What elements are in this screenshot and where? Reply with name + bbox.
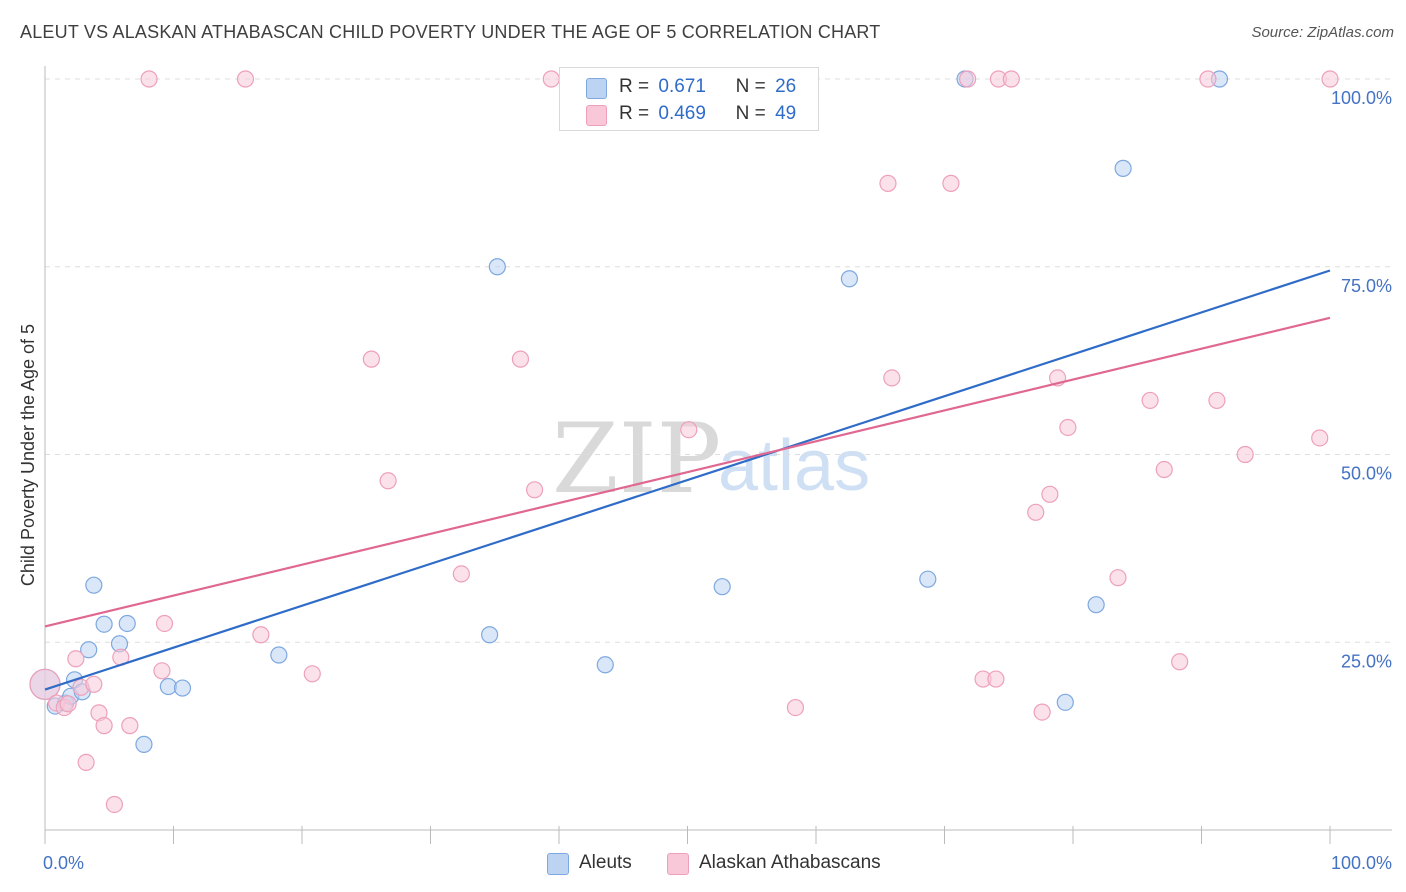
legend-n-label: N = xyxy=(735,103,766,124)
athabascans-point xyxy=(67,650,85,668)
legend-n-value-athabascans: 49 xyxy=(775,103,797,124)
legend-r-value-athabascans: 0.469 xyxy=(658,103,706,124)
athabascans-point xyxy=(542,70,560,88)
legend-n-value-aleuts: 26 xyxy=(775,76,797,97)
athabascans-point xyxy=(1002,70,1020,88)
aleuts-legend-label: Aleuts xyxy=(579,852,632,873)
aleuts-legend-swatch xyxy=(547,853,569,875)
athabascans-point xyxy=(511,350,530,368)
y-tick-label: 50.0% xyxy=(1341,464,1392,484)
x-tick-labels: 0.0% 100.0% xyxy=(43,853,1392,873)
athabascans-point xyxy=(680,421,698,439)
athabascans-point xyxy=(303,665,321,683)
x-tick-label: 0.0% xyxy=(43,853,84,873)
y-tick-label: 75.0% xyxy=(1341,276,1392,296)
athabascans-point xyxy=(1236,445,1254,464)
athabascans-point xyxy=(1208,391,1226,410)
legend-r-label: R = xyxy=(619,103,650,124)
athabascans-point xyxy=(59,695,77,713)
athabascans-legend-swatch xyxy=(667,853,689,875)
athabascans-point xyxy=(1155,460,1173,479)
athabascans-point xyxy=(942,174,960,192)
legend-n-label: N = xyxy=(735,76,766,97)
aleuts-point xyxy=(1114,159,1132,177)
athabascans-point xyxy=(1033,703,1051,721)
athabascans-point xyxy=(525,481,544,499)
athabascans-point xyxy=(883,369,901,387)
aleuts-point xyxy=(488,258,506,276)
athabascans-point xyxy=(379,472,397,490)
athabascans-point xyxy=(987,670,1005,688)
athabascans-point xyxy=(252,626,270,644)
aleuts-swatch xyxy=(586,78,607,99)
athabascans-point xyxy=(362,350,380,368)
athabascans-point xyxy=(85,675,103,693)
athabascans-point xyxy=(121,717,139,735)
legend: R = 0.671 N = 26 R = 0.469 N = 49 xyxy=(559,67,819,131)
aleuts-point xyxy=(135,735,153,753)
aleuts-point xyxy=(919,570,937,588)
athabascans-point xyxy=(140,70,158,88)
y-tick-labels: 25.0% 50.0% 75.0% 100.0% xyxy=(1331,88,1392,671)
legend-r-value-aleuts: 0.671 xyxy=(658,76,706,97)
athabascans-point xyxy=(1311,429,1329,447)
athabascans-trend-line xyxy=(44,316,1331,628)
athabascans-legend-label: Alaskan Athabascans xyxy=(699,852,881,873)
athabascans-point xyxy=(95,717,113,735)
athabascans-point xyxy=(105,795,123,814)
aleuts-point xyxy=(118,614,136,633)
athabascans-point xyxy=(1027,503,1045,521)
aleuts-point xyxy=(1087,596,1105,614)
athabascans-point xyxy=(155,614,174,633)
athabascans-point xyxy=(1321,70,1339,88)
athabascans-point xyxy=(452,565,470,583)
athabascans-point xyxy=(77,753,95,772)
athabascans-point xyxy=(879,174,897,192)
aleuts-point xyxy=(173,679,192,697)
aleuts-point xyxy=(270,646,288,664)
aleuts-point xyxy=(95,615,113,633)
athabascans-point xyxy=(1059,418,1077,437)
aleuts-point xyxy=(481,626,499,644)
y-tick-label: 25.0% xyxy=(1341,651,1392,671)
aleuts-point xyxy=(85,576,103,594)
axes xyxy=(44,66,1392,844)
aleuts-point xyxy=(80,641,98,659)
watermark: ZIP atlas xyxy=(552,403,870,515)
athabascans-point xyxy=(236,70,255,88)
athabascans-point xyxy=(786,698,805,717)
athabascans-point xyxy=(1141,391,1159,410)
aleuts-point xyxy=(159,677,177,696)
aleuts-point xyxy=(840,270,859,288)
source-credit: Source: ZipAtlas.com xyxy=(1251,24,1394,41)
aleuts-point xyxy=(1056,693,1074,711)
watermark-atlas: atlas xyxy=(718,426,870,506)
athabascans-point xyxy=(1171,653,1189,671)
aleuts-trend-line xyxy=(44,269,1331,691)
legend-r-label: R = xyxy=(619,76,650,97)
aleuts-point xyxy=(596,656,614,674)
athabascans-point xyxy=(1041,485,1059,503)
gridlines xyxy=(45,78,1392,643)
aleuts-point xyxy=(713,578,731,596)
athabascans-point xyxy=(1109,569,1127,587)
trend-lines xyxy=(44,269,1331,691)
athabascans-point xyxy=(1199,70,1217,88)
x-tick-label: 100.0% xyxy=(1331,853,1392,873)
athabascans-point xyxy=(153,662,171,680)
athabascans-point xyxy=(959,70,977,88)
chart-title: ALEUT VS ALASKAN ATHABASCAN CHILD POVERT… xyxy=(20,22,881,42)
athabascans-swatch xyxy=(586,105,607,126)
y-tick-label: 100.0% xyxy=(1331,88,1392,108)
y-axis-label: Child Poverty Under the Age of 5 xyxy=(18,324,38,586)
